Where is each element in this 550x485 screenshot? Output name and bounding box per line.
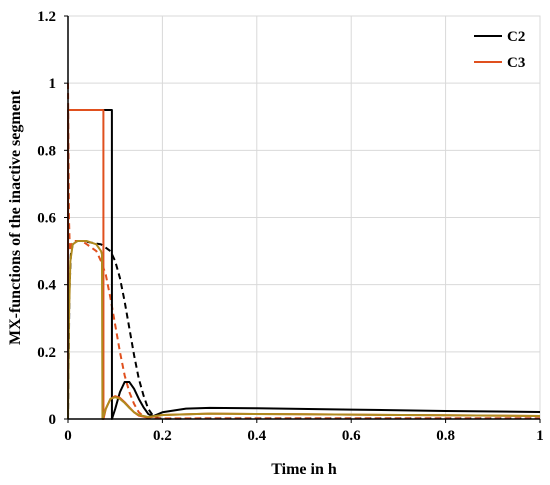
y-tick-label: 0.4 (37, 278, 56, 294)
y-tick-label: 0.8 (37, 143, 56, 159)
x-tick-label: 0.2 (153, 428, 172, 444)
series-line-1 (67, 109, 541, 420)
y-tick-label: 1.2 (37, 9, 56, 25)
series-line-0 (67, 109, 541, 420)
y-tick-label: 0.6 (37, 211, 56, 227)
series-line-2 (67, 240, 541, 420)
x-tick-label: 1 (536, 428, 544, 444)
series-line-3-dashed (67, 240, 540, 420)
x-tick-label: 0 (64, 428, 72, 444)
y-tick-label: 1 (49, 76, 57, 92)
legend: C2 C3 (468, 22, 536, 76)
y-tick-label: 0 (49, 412, 57, 428)
y-axis-title: MX-functions of the inactive segment (7, 89, 24, 345)
legend-background (468, 22, 536, 76)
y-tick-label: 0.2 (37, 345, 56, 361)
x-tick-label: 0.4 (247, 428, 266, 444)
series-layer (67, 83, 541, 420)
legend-label-c2: C2 (507, 29, 525, 45)
x-axis-title: Time in h (271, 461, 337, 478)
x-tick-label: 0.6 (342, 428, 361, 444)
x-tick-label: 0.8 (436, 428, 455, 444)
tick-labels: 0 0.2 0.4 0.6 0.8 1 0 0.2 0.4 0.6 0.8 1 1.2 (37, 9, 544, 444)
legend-label-c3: C3 (507, 55, 525, 71)
grid (67, 15, 541, 420)
series-line-4-dashed (67, 83, 540, 420)
